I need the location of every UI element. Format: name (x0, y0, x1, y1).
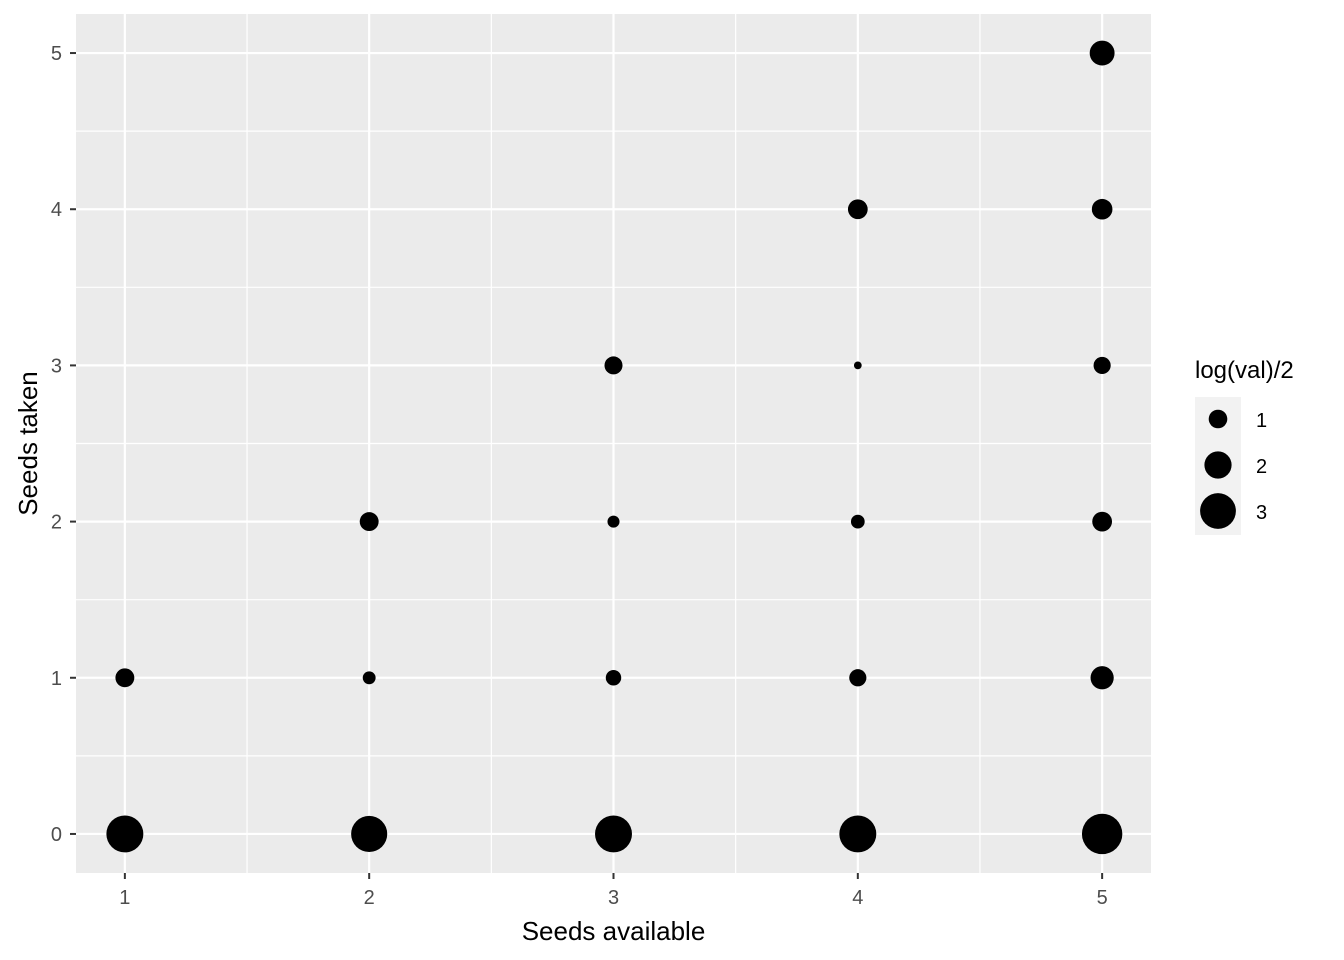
data-point (839, 815, 877, 853)
data-point (1091, 198, 1113, 220)
data-point (351, 815, 388, 853)
x-tick-label: 3 (608, 887, 619, 909)
data-point (607, 515, 620, 528)
data-point (362, 671, 376, 685)
legend-title: log(val)/2 (1195, 357, 1294, 384)
x-tick-label: 1 (119, 887, 130, 909)
axis-ticks: 1 2 3 4 5 0 1 2 3 4 5 (51, 43, 1108, 909)
data-point (1093, 356, 1111, 374)
legend-key-label: 2 (1256, 456, 1267, 478)
data-point (1089, 40, 1115, 66)
y-tick-label: 2 (51, 512, 62, 534)
legend-key-point (1200, 493, 1236, 529)
data-point (359, 512, 379, 532)
data-point (847, 199, 868, 220)
x-tick-label: 2 (364, 887, 375, 909)
legend-key-point (1208, 409, 1228, 429)
data-point (595, 815, 632, 853)
data-point (853, 361, 862, 370)
data-point (849, 669, 867, 687)
data-point (604, 356, 623, 375)
y-tick-label: 1 (51, 668, 62, 690)
data-point (106, 815, 144, 853)
data-points (106, 40, 1123, 855)
y-tick-label: 4 (51, 199, 62, 221)
legend-key-label: 3 (1256, 502, 1267, 524)
y-tick-label: 5 (51, 43, 62, 65)
data-point (1081, 813, 1123, 855)
data-point (1092, 511, 1113, 532)
legend-key-label: 1 (1256, 410, 1267, 432)
data-point (850, 514, 865, 529)
data-point (1090, 666, 1114, 690)
x-axis-title: Seeds available (522, 916, 706, 946)
x-tick-label: 4 (852, 887, 863, 909)
x-tick-label: 5 (1097, 887, 1108, 909)
size-legend: log(val)/2 1 2 3 (1195, 357, 1294, 535)
y-axis-title: Seeds taken (13, 371, 43, 516)
y-tick-label: 3 (51, 355, 62, 377)
data-point (115, 668, 135, 688)
y-tick-label: 0 (51, 824, 62, 846)
data-point (605, 670, 622, 686)
legend-key-point (1204, 451, 1232, 479)
